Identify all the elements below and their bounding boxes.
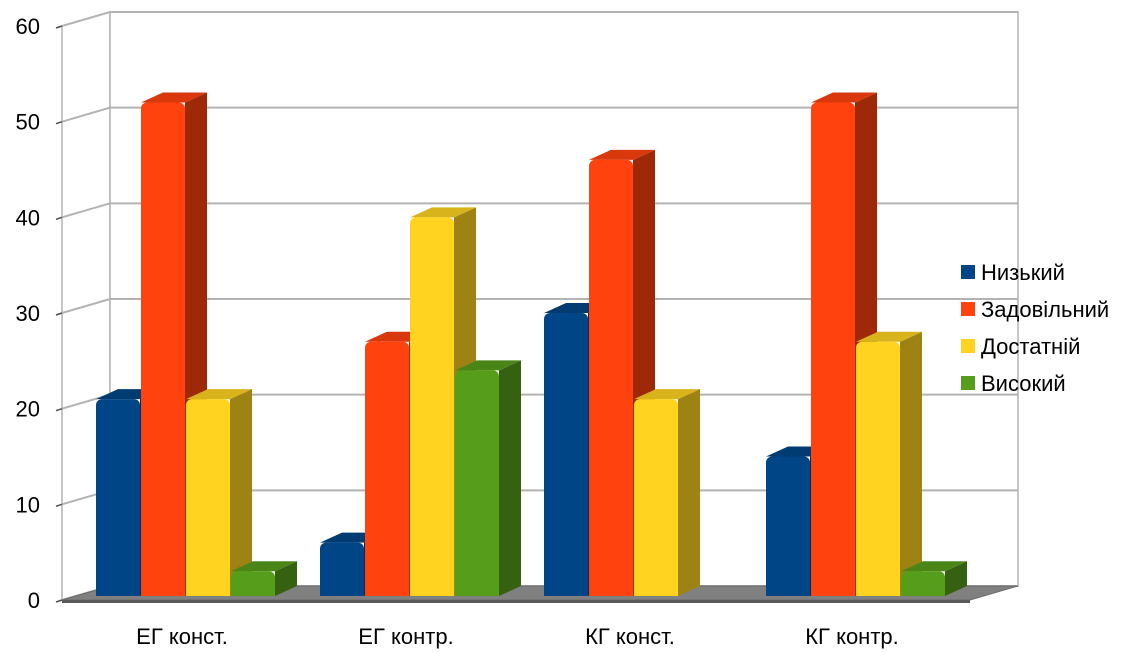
y-tick-mark	[55, 503, 63, 508]
bar	[186, 389, 252, 596]
bar-side	[900, 331, 922, 596]
grid-line	[61, 106, 1018, 123]
bar-front-base	[634, 497, 678, 596]
bar-front-base	[766, 526, 810, 596]
bar-front-base	[320, 569, 364, 596]
legend-entry: Низький	[961, 260, 1065, 285]
bar-top	[811, 92, 877, 103]
bar-front-base	[856, 468, 900, 596]
bar-front-base	[365, 468, 409, 596]
y-tick-label: 60	[16, 14, 40, 39]
bar	[901, 561, 967, 596]
bar-front-base	[455, 483, 499, 596]
bar-top	[589, 149, 655, 160]
y-tick-mark	[55, 120, 63, 125]
legend: Низький Задовільний Достатній Високий	[961, 260, 1109, 396]
legend-entry: Задовільний	[961, 297, 1109, 322]
bar	[231, 561, 297, 596]
bar-front-base	[96, 497, 140, 596]
y-axis-ticks: 0 10 20 30 40 50 60	[16, 14, 63, 613]
bar-top	[634, 389, 700, 400]
legend-entry: Достатній	[961, 334, 1080, 359]
bar	[141, 92, 207, 597]
bar-top	[455, 360, 521, 371]
y-tick-label: 40	[16, 205, 40, 230]
bars	[96, 92, 967, 597]
bar-front-base	[141, 349, 185, 596]
legend-swatch	[961, 265, 975, 279]
y-tick-mark	[55, 25, 63, 29]
bar-side	[945, 561, 967, 596]
bar-top	[410, 207, 476, 218]
y-tick-mark	[55, 216, 63, 221]
bar-front-base	[901, 583, 945, 596]
legend-swatch	[961, 376, 975, 390]
y-tick-label: 20	[16, 397, 40, 422]
x-category-label: КГ контр.	[805, 624, 899, 649]
bar-front-base	[544, 454, 588, 596]
bar-front-base	[231, 583, 275, 596]
bar	[856, 331, 922, 596]
floor-edge	[62, 600, 970, 603]
bar-top	[186, 389, 252, 400]
bar	[455, 360, 521, 596]
legend-label: Високий	[981, 371, 1066, 396]
bar	[634, 389, 700, 596]
y-tick-label: 50	[16, 110, 40, 135]
y-tick-label: 30	[16, 301, 40, 326]
y-tick-label: 0	[28, 588, 40, 613]
bar-top	[901, 561, 967, 572]
bar-front-base	[811, 349, 855, 596]
bar-front-base	[589, 377, 633, 596]
legend-entry: Високий	[961, 371, 1066, 396]
bar-side	[230, 389, 252, 596]
bar-top	[141, 92, 207, 103]
grid-line	[61, 298, 1018, 314]
y-tick-mark	[55, 599, 63, 603]
bar-front-base	[410, 406, 454, 596]
x-category-label: КГ конст.	[585, 624, 675, 649]
y-tick-mark	[55, 312, 63, 316]
y-tick-label: 10	[16, 492, 40, 517]
bar-top	[231, 561, 297, 572]
legend-label: Задовільний	[981, 297, 1109, 322]
x-category-label: ЕГ конст.	[136, 624, 228, 649]
bar-side	[499, 360, 521, 596]
bar-front-base	[186, 497, 230, 596]
grid-line	[61, 202, 1018, 219]
bar-side	[275, 561, 297, 596]
bar-top	[856, 331, 922, 342]
y-tick-mark	[55, 407, 63, 412]
legend-swatch	[961, 339, 975, 353]
legend-swatch	[961, 302, 975, 316]
legend-label: Низький	[981, 260, 1065, 285]
bar-side	[678, 389, 700, 596]
x-category-label: ЕГ контр.	[358, 624, 453, 649]
legend-label: Достатній	[981, 334, 1080, 359]
x-axis-labels: ЕГ конст. ЕГ контр. КГ конст. КГ контр.	[136, 624, 899, 649]
grid-line	[61, 11, 1018, 27]
